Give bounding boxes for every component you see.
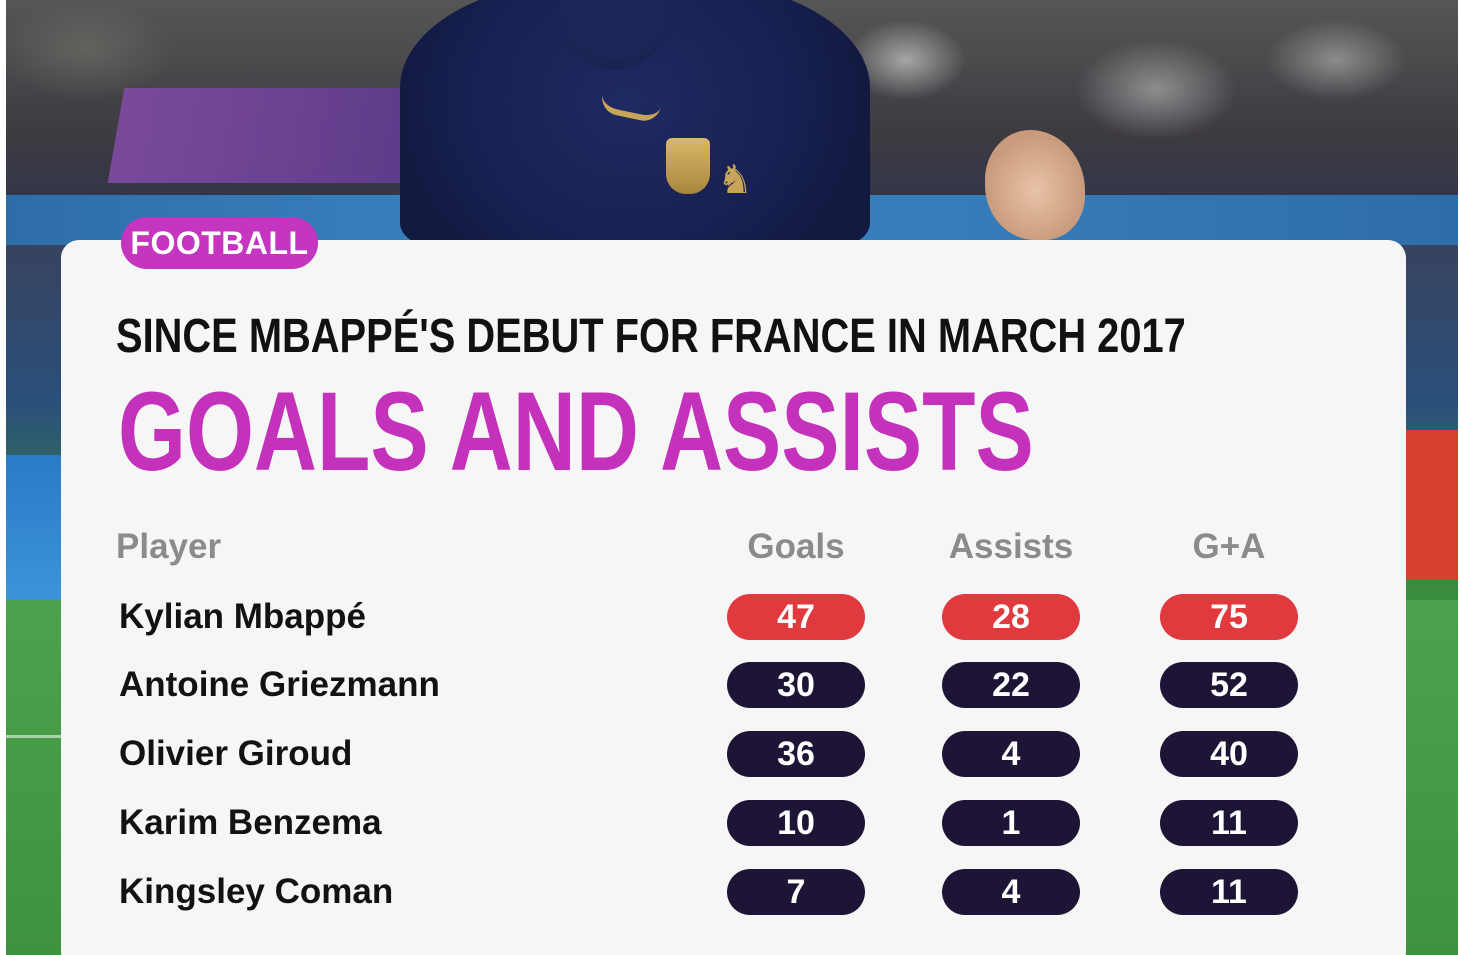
goals-value: 47 [727,594,865,640]
assists-value: 28 [942,594,1080,640]
goals-value: 10 [727,800,865,846]
column-header-player: Player [116,527,222,566]
player-name: Kingsley Coman [119,872,394,911]
column-header-assists: Assists [948,527,1074,566]
table-row: Kylian Mbappé 47 28 75 [0,594,1460,640]
assists-value: 4 [942,731,1080,777]
ga-value: 52 [1160,662,1298,708]
table-row: Olivier Giroud 36 4 40 [0,731,1460,777]
player-name: Kylian Mbappé [119,597,366,636]
table-row: Antoine Griezmann 30 22 52 [0,662,1460,708]
ga-value: 11 [1160,869,1298,915]
pitch-line [6,735,66,738]
player-hand [985,130,1085,240]
goals-value: 7 [727,869,865,915]
world-cup-badge-icon [666,138,710,194]
column-header-goals: Goals [747,527,845,566]
player-name: Olivier Giroud [119,734,353,773]
goals-value: 36 [727,731,865,777]
advertising-board-left [6,455,66,605]
goals-value: 30 [727,662,865,708]
ga-value: 75 [1160,594,1298,640]
table-row: Karim Benzema 10 1 11 [0,800,1460,846]
advertising-board-right [1398,430,1458,580]
ga-value: 11 [1160,800,1298,846]
assists-value: 4 [942,869,1080,915]
rooster-crest-icon: ♞ [717,157,753,203]
player-name: Antoine Griezmann [119,665,440,704]
column-header-ga: G+A [1192,527,1266,566]
assists-value: 1 [942,800,1080,846]
category-tag: FOOTBALL [121,217,318,269]
subtitle: SINCE MBAPPÉ'S DEBUT FOR FRANCE IN MARCH… [116,310,1186,363]
table-row: Kingsley Coman 7 4 11 [0,869,1460,915]
assists-value: 22 [942,662,1080,708]
ga-value: 40 [1160,731,1298,777]
player-name: Karim Benzema [119,803,382,842]
page-title: GOALS AND ASSISTS [118,369,1034,494]
